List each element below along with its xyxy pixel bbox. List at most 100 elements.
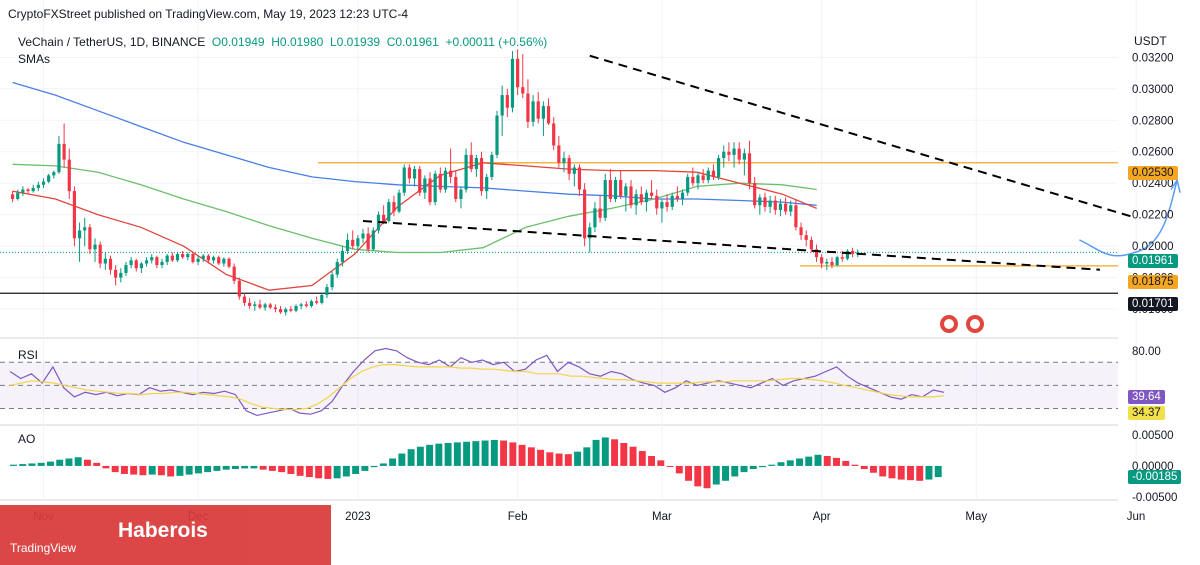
ao-bar <box>611 439 619 466</box>
ao-bar <box>805 456 813 466</box>
candle-body <box>747 153 752 184</box>
candle-body <box>521 87 525 94</box>
ao-bar <box>888 465 896 479</box>
candle-body <box>562 158 566 163</box>
ao-bar <box>56 459 64 466</box>
ao-bar <box>259 465 267 470</box>
candle-body <box>644 192 649 203</box>
candle-body <box>686 176 690 193</box>
ao-bar <box>675 465 683 474</box>
tradingview-logo: TradingView <box>10 541 77 555</box>
candle-body <box>588 227 592 239</box>
candle-body <box>717 158 721 177</box>
axes: 0.03200 0.03000 0.02800 0.02600 0.02400 0.022… <box>33 52 1177 523</box>
ao-bar <box>157 465 165 476</box>
candle-body <box>201 255 205 259</box>
candle-body <box>108 258 113 270</box>
projection-arrowhead <box>1170 178 1181 193</box>
ao-bar <box>722 465 729 481</box>
ohlc-open: O0.01949 <box>211 35 265 49</box>
price-tick-label: 0.03200 <box>1132 52 1174 64</box>
price-badge-current: 0.01961 <box>1128 254 1178 268</box>
candle-body <box>546 106 551 124</box>
candle-body <box>41 181 46 185</box>
ao-bar <box>786 460 794 466</box>
candle-body <box>232 266 236 281</box>
ohlc-low: L0.01939 <box>329 35 381 49</box>
candle-body <box>206 255 211 261</box>
ao-bar <box>324 465 332 479</box>
candle-body <box>438 173 442 190</box>
candle-body <box>144 260 149 264</box>
ao-bar <box>416 446 424 466</box>
candle-body <box>114 269 118 278</box>
rsi-ma-line <box>9 364 945 411</box>
candle-body <box>474 158 478 170</box>
ao-bar <box>823 456 831 466</box>
candle-body <box>222 258 226 264</box>
ao-bar <box>185 465 193 475</box>
upper-trendline <box>589 54 1137 219</box>
candle-body <box>278 309 283 313</box>
ao-bar <box>453 442 461 466</box>
candle-body <box>227 258 231 267</box>
ao-bar <box>768 464 776 466</box>
candle-body <box>77 230 82 239</box>
candle-body <box>103 258 107 264</box>
ao-label: AO <box>18 432 36 446</box>
candle-body <box>619 180 623 196</box>
candle-body <box>428 178 432 203</box>
candle-body <box>639 194 643 203</box>
candle-body <box>567 158 571 174</box>
candle-body <box>196 258 200 262</box>
candle-body <box>186 254 190 258</box>
candle-body <box>67 159 71 192</box>
candle-body <box>330 274 334 288</box>
ao-bar <box>583 447 591 466</box>
candle-body <box>119 272 123 278</box>
candle-body <box>722 151 726 159</box>
candle-body <box>701 175 705 181</box>
ao-bar <box>509 442 517 466</box>
candle-body <box>31 187 35 192</box>
ao-bar <box>703 465 711 489</box>
ao-bar <box>176 465 184 476</box>
candle-body <box>758 197 762 206</box>
ao-bar <box>527 447 535 466</box>
time-tick-label: Jun <box>1127 511 1146 523</box>
candle-body <box>268 304 272 308</box>
level-badge-01701: 0.01701 <box>1128 297 1178 311</box>
candle-body <box>160 261 164 266</box>
time-tick-label: 2023 <box>345 511 371 523</box>
price-tick-label: 0.02200 <box>1132 210 1174 222</box>
candle-body <box>835 257 839 266</box>
grid <box>0 0 1137 501</box>
price-tick-label: 0.03000 <box>1132 84 1174 96</box>
ao-bar <box>268 465 276 471</box>
candle-body <box>397 192 401 212</box>
ao-bar <box>814 454 822 466</box>
ao-bar <box>287 465 295 474</box>
candle-body <box>170 255 174 261</box>
candle-body <box>449 170 453 177</box>
candle-body <box>778 203 783 210</box>
ao-bar <box>194 465 202 474</box>
candle-body <box>711 170 716 177</box>
price-tick-label: 0.02400 <box>1132 178 1174 190</box>
ao-bar <box>907 465 914 481</box>
candle-body <box>351 239 355 247</box>
ao-bar <box>278 465 286 473</box>
candle-body <box>253 304 257 306</box>
ao-tick-label: 0.00500 <box>1132 430 1174 442</box>
ao-bar <box>342 465 350 477</box>
ao-bar <box>842 460 850 466</box>
candle-body <box>820 257 824 264</box>
ao-bar <box>712 465 720 485</box>
candle-body <box>732 148 736 155</box>
ao-bar <box>537 449 545 466</box>
banner-name: Haberois <box>118 519 208 542</box>
candle-body <box>150 257 154 261</box>
candle-body <box>696 175 700 184</box>
axis-unit: USDT <box>1134 34 1167 48</box>
